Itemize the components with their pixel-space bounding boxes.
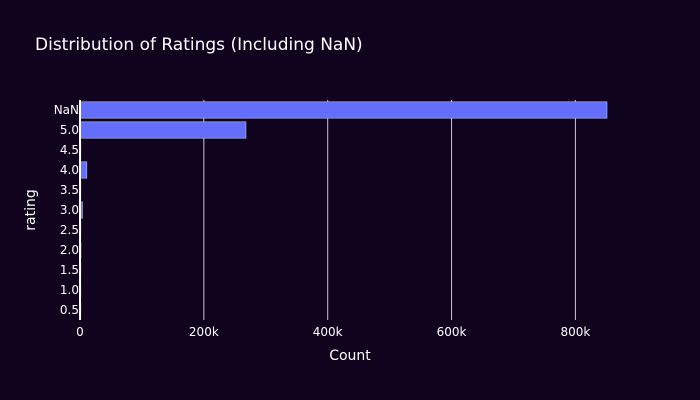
bar-4-0 [79, 161, 88, 179]
bars [79, 101, 608, 319]
y-tick-label: 4.5 [60, 143, 79, 157]
bar-nan [79, 101, 608, 119]
y-tick-label: NaN [54, 103, 79, 117]
chart-title: Distribution of Ratings (Including NaN) [35, 35, 363, 55]
y-tick-label: 1.5 [60, 263, 79, 277]
y-tick-label: 4.0 [60, 163, 79, 177]
y-tick-label: 5.0 [60, 123, 79, 137]
y-tick-labels: NaN 5.0 4.5 4.0 3.5 3.0 2.5 2.0 1.5 1.0 0.5 [54, 103, 79, 317]
y-tick-label: 3.0 [60, 203, 79, 217]
x-tick-label: 400k [313, 325, 343, 339]
y-tick-label: 2.5 [60, 223, 79, 237]
y-tick-label: 3.5 [60, 183, 79, 197]
y-tick-label: 2.0 [60, 243, 79, 257]
bar-5-0 [79, 121, 247, 139]
x-tick-label: 800k [560, 325, 590, 339]
y-tick-label: 0.5 [60, 303, 79, 317]
x-tick-label: 0 [76, 325, 84, 339]
x-tick-label: 600k [437, 325, 467, 339]
grid-lines [203, 100, 576, 320]
x-tick-label: 200k [189, 325, 219, 339]
x-axis-title: Count [329, 348, 371, 364]
y-tick-label: 1.0 [60, 283, 79, 297]
x-tick-labels: 0 200k 400k 600k 800k [76, 325, 590, 339]
y-axis-title: rating [23, 189, 39, 230]
